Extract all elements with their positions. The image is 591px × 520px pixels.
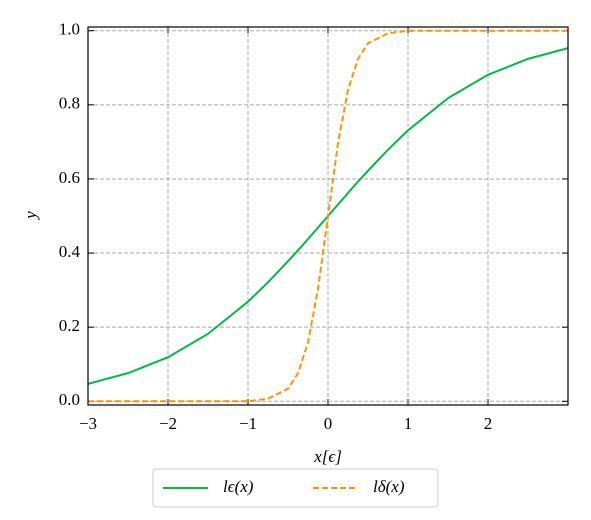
- legend-label: lϵ(x): [223, 477, 254, 496]
- legend-box: [152, 468, 439, 508]
- x-tick-label: 1: [404, 414, 413, 433]
- y-tick-label: 0.6: [59, 168, 80, 187]
- x-tick-label: −2: [159, 414, 177, 433]
- legend-label: lδ(x): [373, 477, 405, 496]
- legend: lϵ(x) lδ(x): [152, 468, 439, 508]
- y-tick-label: 0.0: [59, 390, 80, 409]
- y-tick-label: 0.2: [59, 316, 80, 335]
- series-line: [88, 29, 568, 403]
- y-axis-label: y: [21, 211, 40, 221]
- x-axis-label: x[ϵ]: [313, 447, 342, 466]
- x-tick-label: 2: [484, 414, 493, 433]
- x-tick-label: 0: [324, 414, 333, 433]
- x-tick-label: −3: [79, 414, 97, 433]
- y-tick-label: 0.8: [59, 94, 80, 113]
- x-tick-label: −1: [239, 414, 257, 433]
- y-tick-label: 0.4: [59, 242, 81, 261]
- plot-frame: [87, 26, 569, 406]
- y-tick-label: 1.0: [59, 20, 80, 39]
